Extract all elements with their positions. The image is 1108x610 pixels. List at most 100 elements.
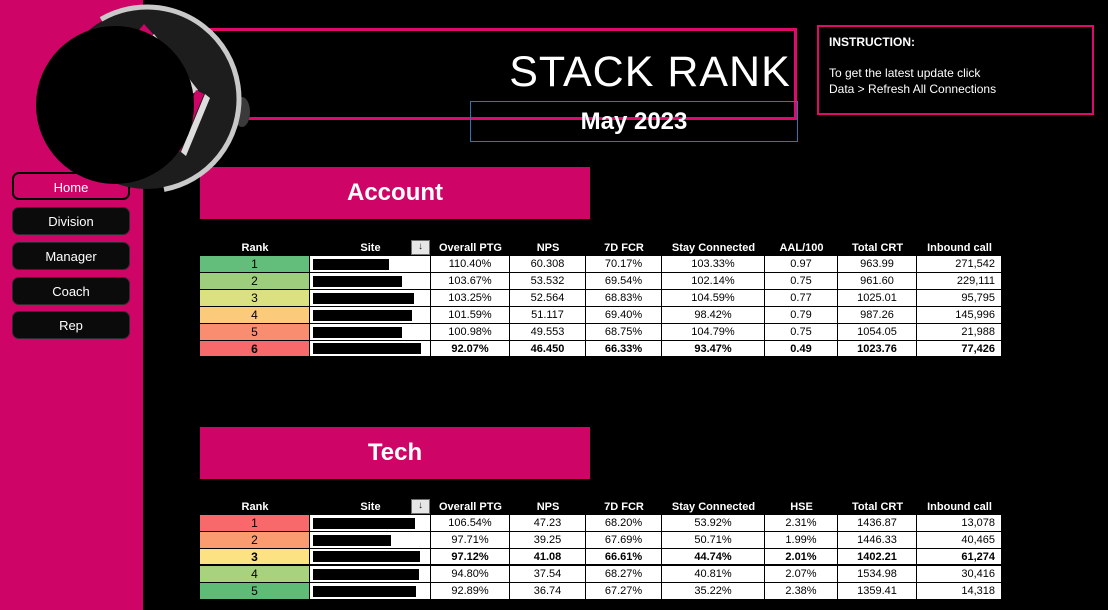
column-header: Inbound call xyxy=(917,239,1002,256)
value-cell: 93.47% xyxy=(662,341,765,358)
column-header: Overall PTG xyxy=(431,239,510,256)
column-header: Stay Connected xyxy=(662,239,765,256)
column-header: HSE xyxy=(765,498,838,515)
value-cell: 39.25 xyxy=(510,532,586,549)
rank-cell: 3 xyxy=(200,290,310,307)
column-header: Inbound call xyxy=(917,498,1002,515)
site-cell xyxy=(310,256,431,273)
value-cell: 41.08 xyxy=(510,549,586,566)
value-cell: 67.69% xyxy=(586,532,662,549)
value-cell: 0.97 xyxy=(765,256,838,273)
value-cell: 92.89% xyxy=(431,583,510,600)
site-cell xyxy=(310,341,431,358)
report-period: May 2023 xyxy=(580,108,688,135)
tech-table: Rank Site ↓ Overall PTG NPS 7D FCR Stay Connec… xyxy=(200,498,1002,600)
value-cell: 66.61% xyxy=(586,549,662,566)
redacted-site-label xyxy=(313,309,412,321)
value-cell: 102.14% xyxy=(662,273,765,290)
column-header: Total CRT xyxy=(838,239,917,256)
column-header: Site ↓ xyxy=(310,498,431,515)
value-cell: 2.38% xyxy=(765,583,838,600)
value-cell: 36.74 xyxy=(510,583,586,600)
column-header: Total CRT xyxy=(838,498,917,515)
value-cell: 50.71% xyxy=(662,532,765,549)
value-cell: 46.450 xyxy=(510,341,586,358)
value-cell: 271,542 xyxy=(917,256,1002,273)
column-header-label: 7D FCR xyxy=(604,500,644,513)
site-cell xyxy=(310,307,431,324)
column-header: NPS xyxy=(510,239,586,256)
rank-cell: 2 xyxy=(200,532,310,549)
value-cell: 0.49 xyxy=(765,341,838,358)
redacted-site-label xyxy=(313,551,420,562)
value-cell: 53.532 xyxy=(510,273,586,290)
column-header-label: Site xyxy=(360,241,381,254)
column-header-label: Inbound call xyxy=(927,241,992,254)
value-cell: 1023.76 xyxy=(838,341,917,358)
site-cell xyxy=(310,515,431,532)
sidebar-item-coach[interactable]: Coach xyxy=(12,277,130,305)
value-cell: 68.20% xyxy=(586,515,662,532)
value-cell: 0.77 xyxy=(765,290,838,307)
value-cell: 52.564 xyxy=(510,290,586,307)
value-cell: 1402.21 xyxy=(838,549,917,566)
sort-descending-icon: ↓ xyxy=(418,500,423,511)
value-cell: 51.117 xyxy=(510,307,586,324)
value-cell: 60.308 xyxy=(510,256,586,273)
value-cell: 68.75% xyxy=(586,324,662,341)
value-cell: 987.26 xyxy=(838,307,917,324)
value-cell: 0.75 xyxy=(765,324,838,341)
column-header: 7D FCR xyxy=(586,498,662,515)
value-cell: 47.23 xyxy=(510,515,586,532)
column-header-label: Total CRT xyxy=(851,241,904,254)
section-banner-account: Account xyxy=(200,167,590,219)
value-cell: 69.54% xyxy=(586,273,662,290)
value-cell: 49.553 xyxy=(510,324,586,341)
value-cell: 104.79% xyxy=(662,324,765,341)
value-cell: 66.33% xyxy=(586,341,662,358)
column-header-label: Overall PTG xyxy=(439,241,502,254)
value-cell: 97.12% xyxy=(431,549,510,566)
rank-cell: 5 xyxy=(200,324,310,341)
value-cell: 70.17% xyxy=(586,256,662,273)
value-cell: 1436.87 xyxy=(838,515,917,532)
column-header: NPS xyxy=(510,498,586,515)
site-cell xyxy=(310,290,431,307)
value-cell: 1.99% xyxy=(765,532,838,549)
value-cell: 103.67% xyxy=(431,273,510,290)
value-cell: 1359.41 xyxy=(838,583,917,600)
value-cell: 14,318 xyxy=(917,583,1002,600)
column-header: Site ↓ xyxy=(310,239,431,256)
sidebar-item-manager[interactable]: Manager xyxy=(12,242,130,270)
column-header-label: Rank xyxy=(241,500,269,513)
company-logo xyxy=(36,4,250,194)
redacted-site-label xyxy=(313,275,402,287)
column-header-label: Site xyxy=(360,500,381,513)
column-header-label: AAL/100 xyxy=(779,241,824,254)
value-cell: 98.42% xyxy=(662,307,765,324)
column-header: Rank xyxy=(200,498,310,515)
value-cell: 21,988 xyxy=(917,324,1002,341)
column-header-label: HSE xyxy=(790,500,813,513)
section-banner-tech: Tech xyxy=(200,427,590,479)
column-header-label: Rank xyxy=(241,241,269,254)
sidebar-item-division[interactable]: Division xyxy=(12,207,130,235)
value-cell: 1446.33 xyxy=(838,532,917,549)
value-cell: 110.40% xyxy=(431,256,510,273)
rank-cell: 2 xyxy=(200,273,310,290)
column-header-label: NPS xyxy=(536,241,560,254)
column-header-label: Total CRT xyxy=(851,500,904,513)
sidebar-item-rep[interactable]: Rep xyxy=(12,311,130,339)
value-cell: 95,795 xyxy=(917,290,1002,307)
redacted-site-label xyxy=(313,326,402,338)
sort-button[interactable]: ↓ xyxy=(411,499,430,514)
value-cell: 106.54% xyxy=(431,515,510,532)
rank-cell: 4 xyxy=(200,566,310,583)
value-cell: 963.99 xyxy=(838,256,917,273)
sort-button[interactable]: ↓ xyxy=(411,240,430,255)
value-cell: 97.71% xyxy=(431,532,510,549)
column-header-label: Stay Connected xyxy=(671,241,756,254)
value-cell: 40,465 xyxy=(917,532,1002,549)
value-cell: 100.98% xyxy=(431,324,510,341)
column-header: AAL/100 xyxy=(765,239,838,256)
